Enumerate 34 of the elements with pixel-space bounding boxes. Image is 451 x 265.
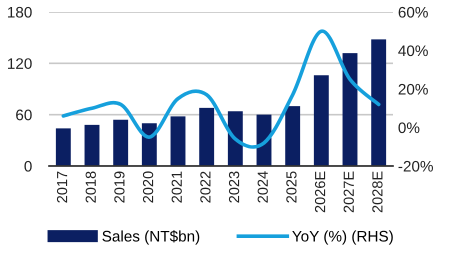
x-tick-label: 2019 [114, 172, 125, 203]
x-tick-label: 2026E [314, 171, 326, 212]
x-tick-label: 2028E [372, 171, 383, 212]
bar [56, 128, 71, 166]
x-tick-label: 2027E [344, 171, 354, 212]
bar [170, 116, 186, 166]
bar [256, 114, 272, 166]
y-tick-label: 180 [8, 6, 32, 18]
y-tick-label: 120 [8, 58, 32, 70]
y-tick-label: 0 [24, 160, 32, 172]
y2-tick-label: 60% [398, 6, 428, 18]
x-tick-label: 2023 [228, 172, 240, 203]
bar [314, 75, 329, 166]
y2-tick-label: 0% [398, 122, 420, 134]
bar [342, 53, 358, 166]
x-tick-label: 2017 [56, 172, 68, 203]
x-tick-label: 2025 [286, 171, 297, 203]
legend-label: YoY (%) (RHS) [292, 230, 393, 245]
y2-tick-label: 20% [398, 84, 428, 95]
x-tick-label: 2020 [142, 171, 154, 203]
x-tick-label: 2018 [86, 171, 96, 203]
bar [228, 111, 243, 166]
x-tick-label: 2024 [258, 171, 268, 203]
x-tick-label: 2021 [172, 172, 182, 203]
bar [285, 106, 300, 166]
legend-label: Sales (NT$bn) [102, 230, 200, 245]
x-tick-label: 2022 [200, 172, 211, 203]
y2-tick-label: -20% [398, 160, 433, 172]
y2-tick-label: 40% [398, 45, 428, 56]
bar [84, 124, 100, 166]
bar [199, 108, 214, 166]
bar [113, 120, 128, 166]
y-tick-label: 60 [16, 110, 32, 120]
bar [371, 39, 386, 166]
